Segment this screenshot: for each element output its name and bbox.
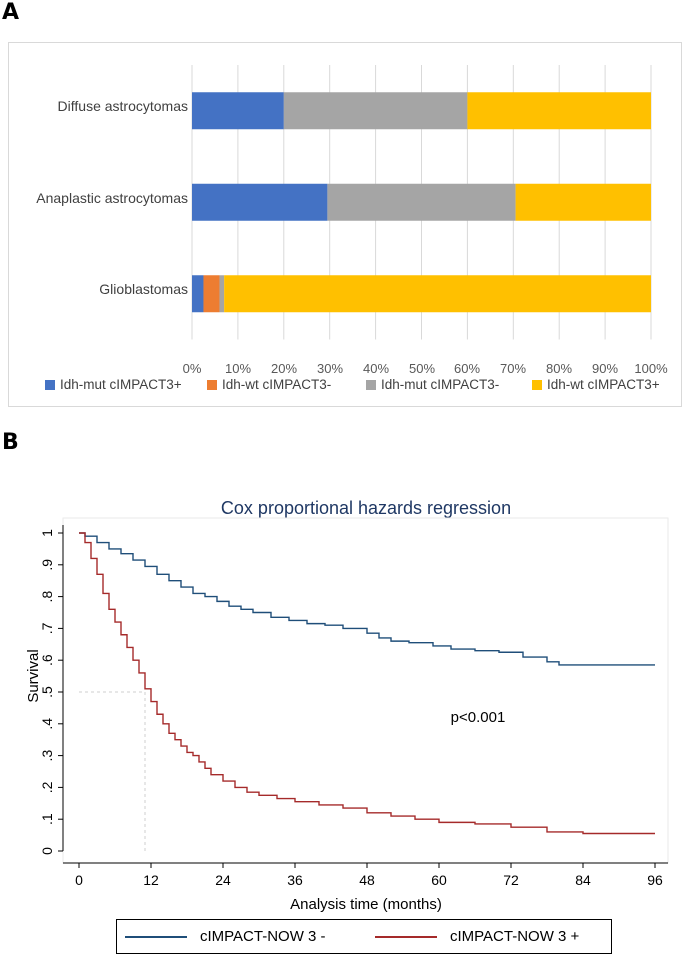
legend-item-cimpact-neg: cIMPACT-NOW 3 - bbox=[125, 928, 326, 945]
legend-item-idh-wt-cimpact3-neg: Idh-wt cIMPACT3- bbox=[207, 377, 331, 392]
x-tick-10: 10% bbox=[224, 361, 252, 376]
y-tick-label: .7 bbox=[39, 622, 55, 634]
x-tick-60: 60% bbox=[453, 361, 481, 376]
legend-swatch bbox=[207, 379, 217, 390]
x-tick-100: 100% bbox=[634, 361, 668, 376]
legend-item-idh-mut-cimpact3-pos: Idh-mut cIMPACT3+ bbox=[45, 377, 182, 392]
y-tick-label: 0 bbox=[39, 847, 55, 855]
x-tick-20: 20% bbox=[270, 361, 298, 376]
survival-curve-cimpact-pos bbox=[79, 532, 655, 835]
x-tick-label: 84 bbox=[575, 872, 591, 888]
panel-b-label: B bbox=[2, 430, 19, 455]
x-tick-label: 60 bbox=[431, 872, 447, 888]
y-tick-label: .4 bbox=[39, 718, 55, 730]
legend-swatch bbox=[45, 379, 55, 390]
bar-segment bbox=[203, 275, 220, 313]
bar-segment bbox=[219, 275, 225, 313]
legend-item-cimpact-pos: cIMPACT-NOW 3 + bbox=[375, 928, 579, 945]
y-tick-label: 1 bbox=[39, 529, 55, 537]
bar-segment bbox=[283, 92, 468, 130]
legend-label: Idh-mut cIMPACT3- bbox=[381, 377, 500, 392]
chart-title: Cox proportional hazards regression bbox=[221, 498, 511, 518]
survival-plot: Cox proportional hazards regression Surv… bbox=[25, 498, 669, 913]
x-tick-0: 0% bbox=[182, 361, 202, 376]
y-axis-label: Survival bbox=[25, 649, 42, 702]
x-tick-70: 70% bbox=[499, 361, 527, 376]
x-tick-label: 12 bbox=[143, 872, 159, 888]
bar-plot-area bbox=[191, 65, 652, 340]
survival-legend: cIMPACT-NOW 3 - cIMPACT-NOW 3 + bbox=[116, 919, 612, 954]
legend-line bbox=[375, 935, 437, 938]
legend-label: Idh-mut cIMPACT3+ bbox=[60, 377, 182, 392]
x-tick-label: 48 bbox=[359, 872, 375, 888]
y-tick-label: .6 bbox=[39, 654, 55, 666]
bar-segment bbox=[327, 183, 516, 221]
x-tick-label: 96 bbox=[647, 872, 663, 888]
y-tick-label: .1 bbox=[39, 813, 55, 825]
legend-label: Idh-wt cIMPACT3- bbox=[222, 377, 332, 392]
category-label-diffuse: Diffuse astrocytomas bbox=[57, 98, 188, 114]
legend-label: Idh-wt cIMPACT3+ bbox=[547, 377, 660, 392]
survival-chart: Cox proportional hazards regression Surv… bbox=[0, 470, 685, 973]
x-tick-label: 36 bbox=[287, 872, 303, 888]
bar-segment bbox=[192, 183, 328, 221]
legend-swatch bbox=[532, 379, 542, 390]
x-tick-90: 90% bbox=[591, 361, 619, 376]
x-tick-40: 40% bbox=[362, 361, 390, 376]
bar-segment bbox=[192, 92, 284, 130]
category-label-glioblastoma: Glioblastomas bbox=[99, 281, 188, 297]
x-tick-50: 50% bbox=[408, 361, 436, 376]
y-tick-label: .5 bbox=[39, 686, 55, 698]
y-tick-label: .9 bbox=[39, 559, 55, 571]
y-tick-label: .2 bbox=[39, 781, 55, 793]
panel-a-label: A bbox=[2, 0, 20, 25]
category-label-anaplastic: Anaplastic astrocytomas bbox=[36, 190, 188, 206]
legend-item-idh-wt-cimpact3-pos: Idh-wt cIMPACT3+ bbox=[532, 377, 660, 392]
survival-curve-cimpact-neg bbox=[79, 532, 655, 666]
x-tick-80: 80% bbox=[545, 361, 573, 376]
legend-line bbox=[125, 935, 187, 938]
stacked-bar-chart: Diffuse astrocytomas Anaplastic astrocyt… bbox=[8, 42, 682, 407]
y-tick-label: .3 bbox=[39, 750, 55, 762]
x-axis-label: Analysis time (months) bbox=[290, 896, 442, 913]
legend-label: cIMPACT-NOW 3 + bbox=[450, 928, 580, 945]
x-tick-30: 30% bbox=[316, 361, 344, 376]
bar-segment bbox=[192, 275, 204, 313]
legend-label: cIMPACT-NOW 3 - bbox=[200, 928, 326, 945]
plot-frame bbox=[62, 517, 669, 864]
x-tick-label: 72 bbox=[503, 872, 519, 888]
x-tick-label: 24 bbox=[215, 872, 231, 888]
bar-segment bbox=[515, 183, 651, 221]
bar-segment bbox=[224, 275, 651, 313]
legend-item-idh-mut-cimpact3-neg: Idh-mut cIMPACT3- bbox=[366, 377, 499, 392]
legend-swatch bbox=[366, 379, 376, 390]
p-value-annotation: p<0.001 bbox=[451, 709, 506, 726]
bar-segment bbox=[467, 92, 651, 130]
y-tick-label: .8 bbox=[39, 591, 55, 603]
x-tick-label: 0 bbox=[75, 872, 83, 888]
